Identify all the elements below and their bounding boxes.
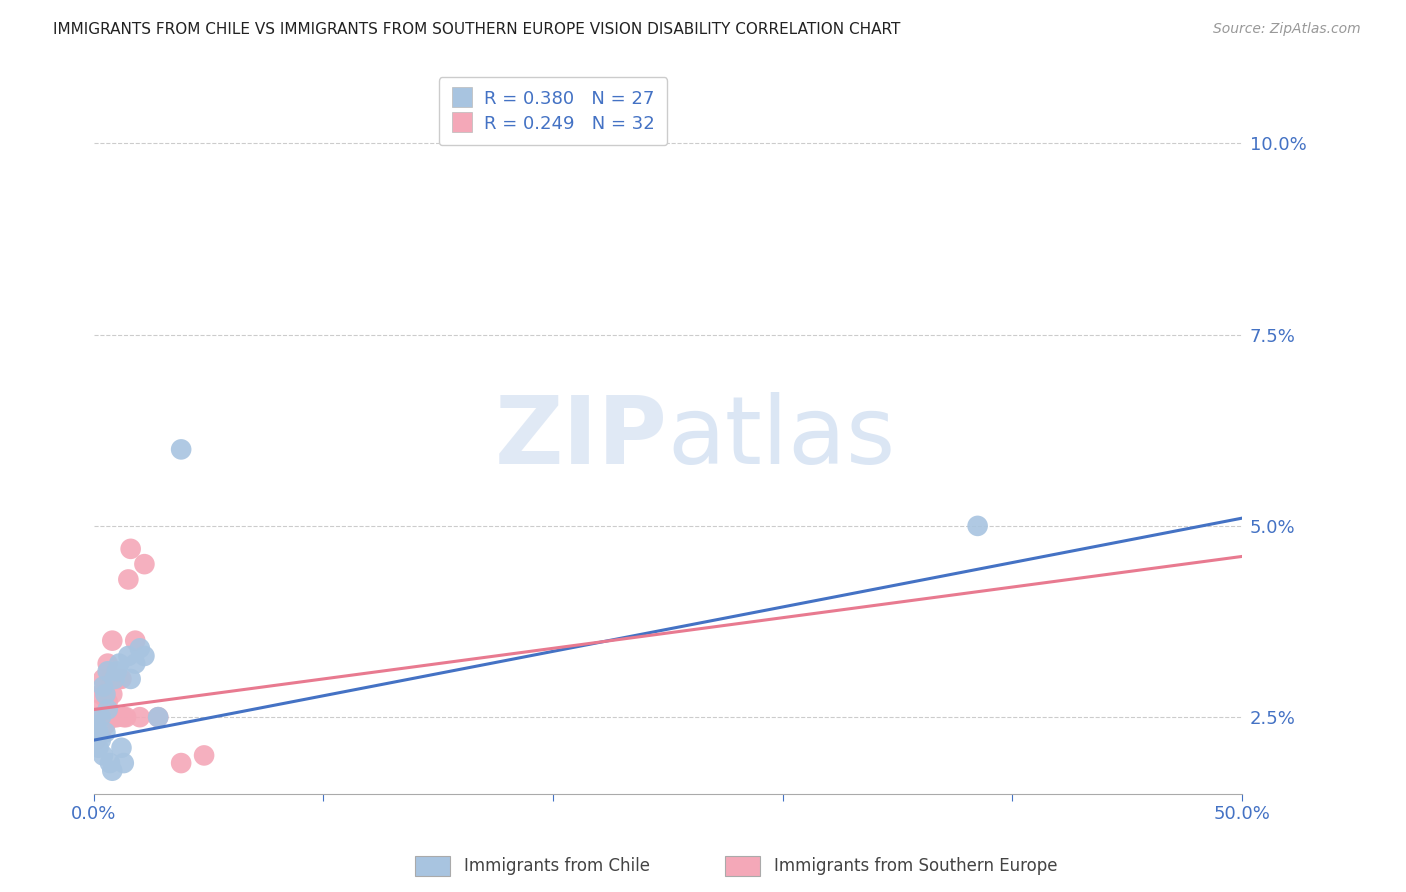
Point: [117, 573, 139, 587]
Point: [97, 695, 120, 709]
Point: [94, 718, 117, 732]
Point: [134, 557, 156, 571]
Point: [134, 648, 156, 663]
Point: [103, 710, 125, 724]
Point: [91, 710, 114, 724]
Point: [90, 733, 112, 747]
Point: [84, 710, 107, 724]
Point: [101, 764, 124, 778]
Point: [98, 672, 121, 686]
Point: [97, 657, 120, 671]
Point: [101, 633, 124, 648]
Point: [84, 733, 107, 747]
Point: [97, 702, 120, 716]
Point: [128, 641, 150, 656]
Point: [94, 687, 117, 701]
Point: [84, 718, 107, 732]
Text: IMMIGRANTS FROM CHILE VS IMMIGRANTS FROM SOUTHERN EUROPE VISION DISABILITY CORRE: IMMIGRANTS FROM CHILE VS IMMIGRANTS FROM…: [53, 22, 901, 37]
Point: [103, 672, 125, 686]
Point: [148, 710, 170, 724]
Point: [94, 687, 117, 701]
Point: [193, 748, 215, 763]
Point: [112, 710, 135, 724]
Point: [170, 756, 193, 770]
Point: [110, 740, 132, 755]
Point: [87, 718, 110, 732]
Point: [97, 665, 120, 679]
Text: Source: ZipAtlas.com: Source: ZipAtlas.com: [1213, 22, 1361, 37]
Text: Immigrants from Chile: Immigrants from Chile: [464, 857, 651, 875]
Point: [170, 442, 193, 457]
Point: [128, 710, 150, 724]
Legend: R = 0.380   N = 27, R = 0.249   N = 32: R = 0.380 N = 27, R = 0.249 N = 32: [439, 77, 668, 145]
Point: [148, 710, 170, 724]
Point: [98, 710, 121, 724]
Point: [112, 756, 135, 770]
Point: [103, 672, 125, 686]
Point: [91, 680, 114, 694]
Point: [105, 665, 128, 679]
Text: Immigrants from Southern Europe: Immigrants from Southern Europe: [775, 857, 1057, 875]
Point: [117, 648, 139, 663]
Point: [108, 657, 131, 671]
Point: [87, 725, 110, 739]
Point: [87, 702, 110, 716]
Point: [91, 748, 114, 763]
Text: atlas: atlas: [668, 392, 896, 484]
Point: [90, 725, 112, 739]
Point: [98, 756, 121, 770]
Point: [105, 710, 128, 724]
Point: [94, 725, 117, 739]
Point: [84, 733, 107, 747]
Point: [105, 672, 128, 686]
Point: [120, 541, 142, 556]
Point: [90, 710, 112, 724]
Point: [110, 672, 132, 686]
Text: ZIP: ZIP: [495, 392, 668, 484]
Point: [87, 740, 110, 755]
Point: [115, 710, 138, 724]
Point: [120, 672, 142, 686]
Point: [101, 687, 124, 701]
Point: [90, 687, 112, 701]
Point: [966, 519, 988, 533]
Point: [91, 672, 114, 686]
Point: [124, 633, 146, 648]
Point: [108, 672, 131, 686]
Point: [124, 657, 146, 671]
